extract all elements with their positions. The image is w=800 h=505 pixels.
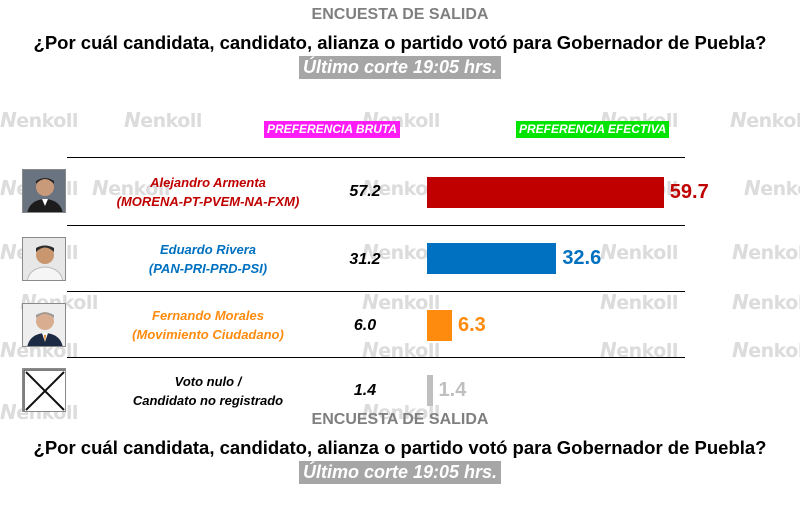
footer: ENCUESTA DE SALIDA ¿Por cuál candidata, … [0, 411, 800, 484]
candidate-name: Eduardo Rivera [159, 242, 257, 257]
header: ENCUESTA DE SALIDA ¿Por cuál candidata, … [0, 6, 800, 79]
watermark-logo: Nenkoll [362, 240, 440, 264]
candidate-name: Voto nulo / [174, 374, 242, 389]
person-icon [23, 238, 65, 280]
watermark-logo: Nenkoll [124, 108, 202, 132]
watermark-logo: Nenkoll [362, 338, 440, 362]
raw-value: 1.4 [353, 382, 377, 399]
candidate-photo-armenta [22, 169, 66, 213]
watermark-logo: Nenkoll [730, 108, 800, 132]
candidate-affiliation: (PAN-PRI-PRD-PSI) [148, 261, 268, 276]
candidate-photo-rivera [22, 237, 66, 281]
bar-effective-armenta [427, 177, 664, 208]
column-label-bruta: PREFERENCIA BRUTA [264, 121, 401, 138]
raw-value: 6.0 [353, 317, 377, 334]
question-text: ¿Por cuál candidata, candidato, alianza … [33, 32, 767, 53]
watermark-logo: Nenkoll [600, 338, 678, 362]
null-vote-box [22, 368, 66, 412]
footer-survey-title: ENCUESTA DE SALIDA [311, 411, 489, 428]
footer-cutoff-badge: Último corte 19:05 hrs. [298, 461, 502, 484]
candidate-row-rivera: Eduardo Rivera (PAN-PRI-PRD-PSI) 31.2 32… [0, 232, 800, 288]
candidate-name: Fernando Morales [152, 308, 264, 323]
candidate-affiliation: Candidato no registrado [132, 393, 284, 408]
watermark-logo: Nenkoll [600, 240, 678, 264]
column-label-efectiva: PREFERENCIA EFECTIVA [516, 121, 670, 138]
watermark-logo: Nenkoll [600, 290, 678, 314]
footer-question-text: ¿Por cuál candidata, candidato, alianza … [33, 437, 767, 458]
person-icon [23, 170, 65, 212]
effective-value-label: 1.4 [438, 379, 467, 401]
bar-effective-voto-nulo [427, 375, 433, 406]
watermark-logo: Nenkoll [0, 108, 78, 132]
candidate-row-morales: Fernando Morales (Movimiento Ciudadano) … [0, 298, 800, 354]
watermark-logo: Nenkoll [362, 176, 440, 200]
candidate-label-armenta: Alejandro Armenta (MORENA-PT-PVEM-NA-FXM… [90, 173, 326, 211]
watermark-logo: Nenkoll [732, 240, 800, 264]
watermark-logo: Nenkoll [362, 290, 440, 314]
person-icon [23, 304, 65, 346]
cross-box-icon [23, 369, 65, 411]
raw-value: 31.2 [349, 251, 381, 268]
candidate-photo-morales [22, 303, 66, 347]
candidate-label-voto-nulo: Voto nulo / Candidato no registrado [90, 372, 326, 410]
candidate-label-morales: Fernando Morales (Movimiento Ciudadano) [90, 306, 326, 344]
candidate-label-rivera: Eduardo Rivera (PAN-PRI-PRD-PSI) [90, 240, 326, 278]
candidate-affiliation: (MORENA-PT-PVEM-NA-FXM) [116, 194, 300, 209]
watermark-logo: Nenkoll [744, 176, 800, 200]
effective-value-label: 32.6 [562, 247, 602, 269]
candidate-row-voto-nulo: Voto nulo / Candidato no registrado 1.4 … [0, 362, 800, 418]
watermark-logo: Nenkoll [362, 400, 440, 424]
row-divider [67, 291, 685, 292]
row-divider [67, 157, 685, 158]
effective-value-label: 59.7 [669, 181, 709, 203]
watermark-logo: Nenkoll [732, 338, 800, 362]
bar-effective-morales [427, 310, 452, 341]
candidate-affiliation: (Movimiento Ciudadano) [132, 327, 284, 342]
row-divider [67, 225, 685, 226]
candidate-name: Alejandro Armenta [150, 175, 266, 190]
candidate-row-armenta: Alejandro Armenta (MORENA-PT-PVEM-NA-FXM… [0, 164, 800, 220]
watermark-logo: Nenkoll [92, 176, 170, 200]
bar-effective-rivera [427, 243, 557, 274]
raw-value: 57.2 [349, 183, 381, 200]
watermark-logo: Nenkoll [732, 290, 800, 314]
row-divider [67, 357, 685, 358]
effective-value-label: 6.3 [457, 314, 486, 336]
cutoff-badge: Último corte 19:05 hrs. [298, 56, 502, 79]
survey-title: ENCUESTA DE SALIDA [311, 6, 489, 23]
